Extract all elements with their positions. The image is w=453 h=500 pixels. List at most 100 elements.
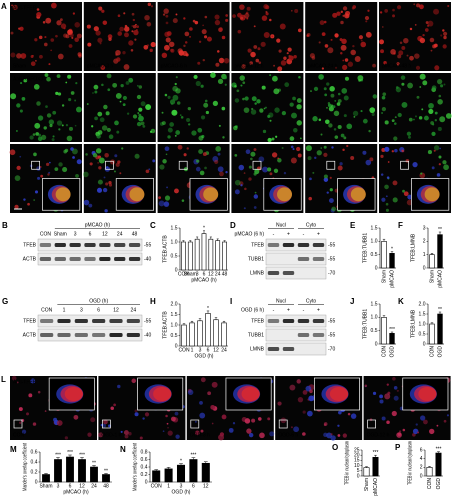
cell-signal <box>240 84 243 87</box>
cell-signal <box>221 106 226 111</box>
mw-marker: -40 <box>144 332 151 338</box>
cell-signal <box>369 107 376 114</box>
cell-signal <box>290 426 293 429</box>
cell-signal <box>50 38 55 42</box>
row-label: TUBB1 <box>248 256 264 262</box>
cell-signal <box>401 82 405 86</box>
cell-signal <box>98 432 104 438</box>
y-tick-label: 0 <box>357 473 360 479</box>
cell-signal <box>97 130 103 135</box>
cell-signal <box>132 18 136 22</box>
cell-signal <box>339 162 343 166</box>
cell-signal <box>105 111 110 116</box>
cell-signal <box>228 427 234 433</box>
significance: * <box>391 247 393 253</box>
cell-signal <box>240 184 243 187</box>
cell-signal <box>138 107 143 112</box>
cell-signal <box>253 148 257 152</box>
cell-signal <box>330 433 333 436</box>
cell-signal <box>254 102 257 105</box>
cell-signal <box>115 49 121 56</box>
cell-signal <box>16 53 22 59</box>
cell-signal <box>337 92 341 96</box>
cell-signal <box>433 149 436 152</box>
cell-signal <box>52 110 57 115</box>
cell-signal <box>68 98 72 102</box>
cell-signal <box>279 23 286 30</box>
cell-signal <box>15 130 18 132</box>
cell-signal <box>342 59 345 62</box>
cell-signal <box>44 36 47 39</box>
cell-signal <box>240 16 244 20</box>
y-tick-label: 1.0 <box>171 239 178 245</box>
cell-signal <box>253 25 256 28</box>
cell-signal <box>132 114 138 119</box>
cell-signal <box>289 384 296 391</box>
cell-signal <box>248 165 252 169</box>
cell-signal <box>381 112 383 114</box>
significance: ** <box>92 460 96 466</box>
cell-signal <box>68 44 73 48</box>
cell-signal <box>99 117 105 123</box>
column-label: OGD-3 h <box>190 432 210 438</box>
cell-signal <box>431 166 435 170</box>
cell-signal <box>143 44 149 50</box>
column-label: CON <box>13 432 25 438</box>
cell-signal <box>215 62 220 67</box>
y-tick-label: 2 <box>420 465 423 471</box>
cell-signal <box>331 206 337 212</box>
cell-signal <box>332 12 338 18</box>
cell-signal <box>161 52 168 59</box>
panel-letter: N <box>120 445 126 454</box>
cell-signal <box>178 50 185 56</box>
x-tick-label: OGD <box>389 346 395 358</box>
cell-signal <box>43 126 47 130</box>
cell-signal <box>281 111 287 116</box>
cell-signal <box>210 404 216 410</box>
x-tick-label: Sham <box>39 483 52 489</box>
cell-signal <box>197 127 203 133</box>
mw-marker: -55 <box>328 256 335 262</box>
blot-band <box>54 257 66 261</box>
cell-signal <box>176 101 181 105</box>
cell-signal <box>334 135 339 139</box>
cell-signal <box>165 37 171 43</box>
cell-signal <box>130 49 134 52</box>
cell-signal <box>167 426 169 429</box>
cell-signal <box>175 88 181 94</box>
cell-signal <box>101 83 104 87</box>
cell-signal <box>326 82 330 86</box>
cell-signal <box>336 11 341 16</box>
cell-signal <box>380 49 384 54</box>
cell-signal <box>169 122 175 127</box>
treatment-label: OGD (6 h) <box>241 307 264 313</box>
cell-signal <box>239 75 245 81</box>
cell-signal <box>308 196 312 201</box>
bar <box>429 254 435 269</box>
lane-label: + <box>317 231 320 237</box>
cell-signal <box>271 35 274 38</box>
roi-box <box>102 419 111 429</box>
cell-signal <box>288 55 294 61</box>
cell-signal <box>150 41 156 48</box>
cell-signal <box>40 174 44 178</box>
group-label: pMCAO (h) <box>85 222 111 228</box>
cell-signal <box>424 28 429 32</box>
cell-signal <box>108 134 114 140</box>
cell-signal <box>293 426 300 433</box>
cell-signal <box>347 412 351 416</box>
cell-signal <box>408 135 411 139</box>
micrograph <box>379 2 451 71</box>
cell-signal <box>321 32 326 37</box>
row-label: TFEB <box>23 318 36 324</box>
micrograph <box>305 2 378 71</box>
cell-signal <box>194 20 199 25</box>
cell-signal <box>307 156 312 161</box>
cell-signal <box>397 432 402 436</box>
cell-signal <box>350 49 357 56</box>
y-tick-label: 1.0 <box>371 239 378 245</box>
cell-signal <box>342 433 347 438</box>
cell-signal <box>217 152 221 156</box>
cell-signal <box>77 52 82 57</box>
cell-signal <box>104 209 108 213</box>
